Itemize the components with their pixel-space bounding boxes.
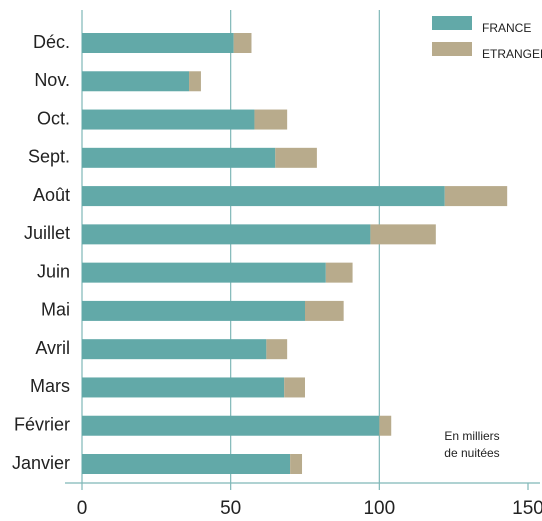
annotation: de nuitées: [444, 446, 499, 460]
bar-segment: [82, 224, 371, 245]
bar-segment: [305, 300, 344, 321]
legend-label: ETRANGER: [482, 47, 542, 61]
category-label: Juillet: [24, 223, 70, 243]
bar-segment: [290, 454, 303, 474]
bar-segment: [379, 415, 392, 436]
bar-segment: [82, 415, 380, 436]
legend-swatch: [432, 42, 472, 56]
bar-segment: [82, 377, 285, 398]
legend-label: FRANCE: [482, 21, 531, 35]
bar-segment: [189, 71, 201, 92]
category-label: Mars: [30, 376, 70, 396]
bar-segment: [82, 147, 276, 168]
bar-segment: [266, 339, 288, 360]
bar-segment: [444, 186, 508, 207]
category-label: Janvier: [12, 453, 70, 473]
legend-swatch: [432, 16, 472, 30]
x-tick-label: 0: [77, 498, 88, 519]
bar-segment: [284, 377, 305, 398]
bar-segment: [82, 339, 267, 360]
category-label: Mai: [41, 300, 70, 320]
category-label: Août: [33, 185, 70, 205]
bar-segment: [82, 71, 190, 92]
category-label: Avril: [35, 338, 70, 358]
bar-segment: [370, 224, 436, 245]
x-tick-label: 100: [363, 498, 395, 519]
category-label: Février: [14, 414, 70, 434]
category-label: Déc.: [33, 32, 70, 52]
bar-segment: [82, 454, 291, 474]
bar-segment: [325, 262, 353, 283]
annotation: En milliers: [444, 429, 499, 443]
category-label: Juin: [37, 261, 70, 281]
bar-segment: [82, 262, 326, 283]
bar-segment: [275, 147, 317, 168]
category-label: Nov.: [34, 70, 70, 90]
category-label: Sept.: [28, 147, 70, 167]
bar-segment: [82, 186, 445, 207]
bar-segment: [82, 109, 255, 130]
bar-segment: [233, 33, 252, 53]
x-tick-label: 150: [512, 498, 542, 519]
bar-segment: [254, 109, 288, 130]
bar-segment: [82, 300, 305, 321]
bar-segment: [82, 33, 234, 53]
category-label: Oct.: [37, 108, 70, 128]
x-tick-label: 50: [220, 498, 241, 519]
